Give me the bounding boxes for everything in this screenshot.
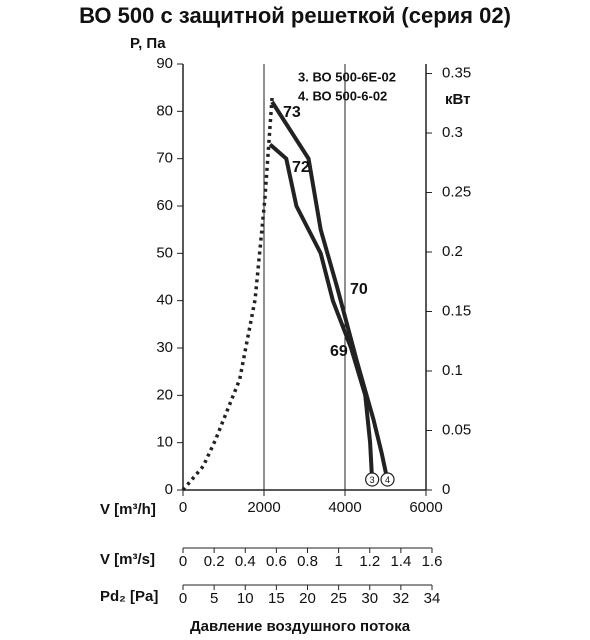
- lower-axis-label: Pd₂ [Pa]: [100, 588, 158, 605]
- lower-tick-label: 1.2: [359, 553, 380, 570]
- bottom-label: Давление воздушного потока: [190, 618, 411, 635]
- annotation: 72: [292, 159, 310, 176]
- series-line: [268, 142, 375, 481]
- y2-tick-label: 0.35: [442, 64, 471, 81]
- lower-tick-label: 1.4: [390, 553, 411, 570]
- y-tick-label: 50: [156, 244, 173, 261]
- x-tick-label: 0: [179, 499, 187, 516]
- lower-tick-label: 0.8: [297, 553, 318, 570]
- lower-tick-label: 0: [179, 590, 187, 607]
- y-tick-label: 90: [156, 55, 173, 72]
- lower-tick-label: 0.6: [266, 553, 287, 570]
- y-tick-label: 70: [156, 150, 173, 167]
- curve-marker-label: 3: [370, 475, 375, 485]
- series-line: [181, 97, 274, 492]
- curve-marker: [380, 472, 395, 487]
- annotation: 70: [350, 281, 368, 298]
- lower-tick-label: 15: [268, 590, 285, 607]
- y2-axis-label: кВт: [445, 91, 471, 108]
- legend-entry: 3. ВО 500-6Е-02: [298, 69, 396, 84]
- lower-tick-label: 0.2: [204, 553, 225, 570]
- y-tick-label: 40: [156, 292, 173, 309]
- y-tick-label: 0: [165, 481, 173, 498]
- y2-tick-label: 0: [442, 481, 450, 498]
- y-tick-label: 60: [156, 197, 173, 214]
- legend-entry: 4. ВО 500-6-02: [298, 88, 387, 103]
- y2-tick-label: 0.15: [442, 302, 471, 319]
- y-axis-label: P, Па: [130, 35, 166, 52]
- y2-tick-label: 0.3: [442, 124, 463, 141]
- curve-marker: [365, 472, 380, 487]
- y-tick-label: 30: [156, 339, 173, 356]
- lower-tick-label: 30: [361, 590, 378, 607]
- x-axis-label: V [m³/h]: [100, 501, 156, 518]
- y2-tick-label: 0.05: [442, 421, 471, 438]
- y-tick-label: 80: [156, 102, 173, 119]
- lower-tick-label: 34: [424, 590, 441, 607]
- y2-tick-label: 0.25: [442, 183, 471, 200]
- series-line: [270, 100, 390, 481]
- lower-tick-label: 0.4: [235, 553, 256, 570]
- y2-tick-label: 0.2: [442, 243, 463, 260]
- annotation: 69: [330, 343, 348, 360]
- y-tick-label: 10: [156, 434, 173, 451]
- lower-tick-label: 20: [299, 590, 316, 607]
- lower-tick-label: 25: [330, 590, 347, 607]
- lower-tick-label: 1.6: [422, 553, 443, 570]
- lower-tick-label: 5: [210, 590, 218, 607]
- lower-tick-label: 10: [237, 590, 254, 607]
- x-tick-label: 6000: [409, 499, 442, 516]
- lower-tick-label: 1: [334, 553, 342, 570]
- chart-title: ВО 500 с защитной решеткой (серия 02): [79, 3, 511, 28]
- x-tick-label: 4000: [328, 499, 361, 516]
- annotation: 73: [283, 104, 301, 121]
- x-tick-label: 2000: [247, 499, 280, 516]
- lower-tick-label: 0: [179, 553, 187, 570]
- lower-axis-label: V [m³/s]: [100, 551, 155, 568]
- y-tick-label: 20: [156, 386, 173, 403]
- y2-tick-label: 0.1: [442, 362, 463, 379]
- curve-marker-label: 4: [385, 475, 390, 485]
- lower-tick-label: 32: [393, 590, 410, 607]
